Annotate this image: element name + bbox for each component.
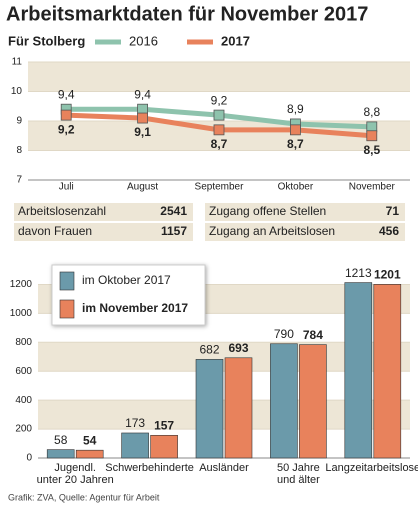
y-tick-label: 1200 — [10, 279, 33, 290]
source: Grafik: ZVA, Quelle: Agentur für Arbeit — [8, 492, 160, 502]
bar — [46, 449, 75, 459]
legend-swatch — [59, 271, 75, 291]
y-tick-label: 400 — [15, 395, 32, 406]
table-value: 2541 — [160, 204, 187, 218]
value-label: 8,9 — [287, 102, 304, 116]
x-tick-label: Langzeitarbeitslose — [325, 462, 418, 474]
value-label: 8,7 — [211, 137, 228, 151]
value-label: 54 — [83, 433, 97, 447]
x-tick-label: August — [127, 182, 158, 193]
legend-label: 2016 — [129, 33, 158, 48]
bar — [299, 344, 327, 459]
table-cell — [14, 223, 193, 241]
value-label: 693 — [228, 341, 248, 355]
value-label: 58 — [54, 433, 68, 447]
value-label: 9,4 — [58, 87, 75, 101]
bar — [344, 282, 373, 459]
y-tick-label: 1000 — [10, 308, 33, 319]
table-value: 456 — [379, 224, 399, 238]
y-tick-label: 7 — [16, 175, 22, 186]
table-cell — [205, 203, 405, 221]
y-tick-label: 11 — [12, 57, 23, 68]
x-tick-label: September — [195, 182, 245, 193]
point — [213, 109, 225, 121]
point — [213, 124, 225, 136]
bar — [195, 359, 224, 459]
bar — [270, 343, 298, 459]
x-tick-label: Oktober — [278, 182, 314, 193]
y-tick-label: 600 — [15, 366, 32, 377]
table-label: Zugang an Arbeitslosen — [209, 224, 335, 238]
value-label: 1201 — [374, 267, 401, 281]
value-label: 9,2 — [211, 93, 228, 107]
legend-label: im November 2017 — [82, 301, 188, 315]
value-label: 173 — [125, 416, 145, 430]
value-label: 9,2 — [58, 122, 75, 136]
x-tick-label: Schwerbehinderte — [105, 462, 194, 474]
value-label: 1213 — [345, 266, 372, 280]
y-tick-label: 0 — [26, 453, 32, 464]
value-label: 9,4 — [134, 87, 151, 101]
table-cell — [205, 223, 405, 241]
x-tick-label: November — [349, 182, 396, 193]
point — [60, 109, 72, 121]
value-label: 157 — [154, 418, 174, 432]
y-tick-label: 9 — [16, 116, 22, 127]
y-tick-label: 10 — [11, 86, 23, 97]
legend-label: im Oktober 2017 — [82, 273, 171, 287]
table-label: davon Frauen — [18, 224, 92, 238]
value-label: 9,1 — [134, 125, 151, 139]
bar — [373, 284, 402, 459]
grid-band — [28, 62, 410, 92]
y-tick-label: 200 — [15, 424, 32, 435]
x-tick-label: Jugendl. unter 20 Jahren — [36, 462, 114, 486]
table-label: Zugang offene Stellen — [209, 204, 326, 218]
value-label: 682 — [199, 343, 219, 357]
y-tick-label: 800 — [15, 337, 32, 348]
point — [366, 130, 378, 142]
bar — [121, 432, 149, 459]
x-tick-label: Juli — [59, 182, 74, 193]
bar — [224, 357, 253, 459]
legend-swatch — [59, 299, 75, 319]
table-value: 1157 — [161, 224, 187, 238]
title: Arbeitsmarktdaten für November 2017 — [6, 3, 368, 25]
value-label: 8,8 — [363, 105, 380, 119]
table-value: 71 — [386, 204, 400, 218]
point — [289, 124, 301, 136]
x-tick-label: 50 Jahre und älter — [276, 462, 320, 486]
value-label: 8,7 — [287, 137, 304, 151]
x-tick-label: Ausländer — [199, 462, 249, 474]
subtitle: Für Stolberg — [8, 33, 85, 48]
bar — [75, 449, 104, 459]
legend-box — [51, 264, 206, 326]
bar — [150, 434, 178, 459]
legend-label: 2017 — [221, 33, 250, 48]
value-label: 790 — [274, 327, 294, 341]
y-tick-label: 8 — [16, 145, 22, 156]
value-label: 8,5 — [363, 143, 380, 157]
table-cell — [14, 203, 193, 221]
table-label: Arbeitslosenzahl — [18, 204, 106, 218]
value-label: 784 — [303, 328, 323, 342]
point — [137, 112, 149, 124]
